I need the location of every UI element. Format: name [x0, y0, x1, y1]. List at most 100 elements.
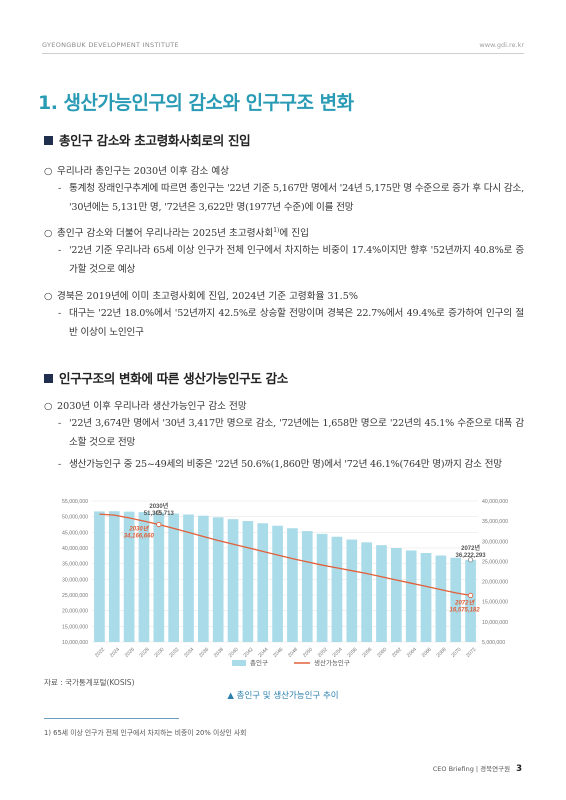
y-right-tick-label: 10,000,000: [482, 620, 508, 626]
annotation-marker: [156, 521, 162, 528]
y-left-tick-label: 55,000,000: [62, 499, 88, 505]
dash-icon: -: [58, 183, 62, 194]
y-right-tick-label: 5,000,000: [482, 640, 505, 646]
y-left-tick-label: 35,000,000: [62, 562, 88, 568]
dash-text: '22년 3,674만 명에서 '30년 3,417만 명으로 감소, '72년…: [69, 418, 524, 448]
bullet-item: ○ 2030년 이후 우리나라 생산가능인구 감소 전망: [44, 398, 247, 412]
bar: [301, 531, 313, 642]
bar: [257, 523, 269, 642]
annotation-label: 2030년: [128, 525, 149, 533]
dash-item: - '22년 3,674만 명에서 '30년 3,417만 명으로 감소, '7…: [58, 414, 524, 452]
bar: [435, 555, 447, 642]
circle-bullet-icon: ○: [44, 228, 53, 239]
bar: [331, 536, 343, 642]
header-divider: [42, 53, 524, 54]
footer-brand: CEO Briefing | 경북연구원: [432, 765, 511, 773]
subsection-heading-2: 인구구조의 변화에 따른 생산가능인구도 감소: [44, 368, 288, 387]
dash-text: 대구는 '22년 18.0%에서 '52년까지 42.5%로 상승할 전망이며 …: [69, 308, 524, 338]
dash-text: 생산가능인구 중 25~49세의 비중은 '22년 50.6%(1,860만 명…: [69, 459, 502, 470]
bullet-item: ○ 총인구 감소와 더불어 우리나라는 2025년 초고령사회1)에 진입: [44, 225, 309, 239]
bar: [361, 542, 372, 642]
footnote-divider: [44, 718, 179, 719]
legend-label: 총인구: [250, 658, 268, 667]
y-right-tick-label: 15,000,000: [482, 600, 508, 606]
dash-icon: -: [58, 418, 62, 429]
dash-icon: -: [58, 245, 62, 256]
bullet-item: ○ 우리나라 총인구는 2030년 이후 감소 예상: [44, 163, 229, 177]
dash-item: - 통계청 장래인구추계에 따르면 총인구는 '22년 기준 5,167만 명에…: [58, 179, 524, 217]
bar: [346, 539, 358, 642]
circle-bullet-icon: ○: [44, 166, 53, 177]
bar: [405, 550, 417, 642]
section-title: 1. 생산가능인구의 감소와 인구구조 변화: [38, 92, 354, 114]
y-right-tick-label: 20,000,000: [482, 580, 508, 586]
bar: [272, 525, 283, 642]
bullet-text-tail: 에 진입: [279, 228, 309, 239]
bar: [198, 515, 209, 642]
annotation-marker: [467, 592, 474, 598]
y-left-tick-label: 25,000,000: [62, 593, 88, 599]
chart-svg: 55,000,000 50,000,000 45,000,000 40,000,000…: [44, 493, 524, 673]
y-right-tick-label: 30,000,000: [482, 539, 508, 545]
page-number: 3: [516, 764, 522, 774]
bar: [123, 511, 135, 642]
dash-item: - 생산가능인구 중 25~49세의 비중은 '22년 50.6%(1,860만…: [58, 455, 524, 474]
annotation-label: 34,166,660: [124, 534, 155, 540]
y-left-tick-label: 50,000,000: [62, 515, 88, 521]
circle-bullet-icon: ○: [44, 291, 53, 302]
y-left-tick-label: 10,000,000: [62, 640, 88, 646]
page-footer: CEO Briefing | 경북연구원 3: [433, 763, 522, 774]
subsection-title-1: 총인구 감소와 초고령화사회로의 진입: [59, 133, 251, 148]
bar: [168, 513, 179, 642]
bar: [227, 519, 239, 642]
bullet-text: 우리나라 총인구는 2030년 이후 감소 예상: [57, 166, 230, 177]
bar: [242, 521, 254, 642]
bar: [183, 514, 194, 642]
y-right-tick-label: 35,000,000: [482, 519, 508, 525]
bar: [465, 559, 476, 642]
legend-label: 생산가능인구: [314, 658, 350, 667]
annotation-label: 2030년: [149, 502, 168, 510]
bar: [108, 511, 120, 642]
subsection-heading-1: 총인구 감소와 초고령화사회로의 진입: [44, 130, 251, 149]
legend-swatch-bar: [232, 660, 246, 666]
bar: [153, 512, 165, 642]
bar: [420, 553, 432, 642]
bar: [138, 512, 150, 642]
dash-text: 통계청 장래인구추계에 따르면 총인구는 '22년 기준 5,167만 명에서 …: [69, 183, 524, 213]
y-right-tick-label: 40,000,000: [482, 499, 508, 505]
y-left-tick-label: 15,000,000: [62, 624, 88, 630]
dash-item: - 대구는 '22년 18.0%에서 '52년까지 42.5%로 상승할 전망이…: [58, 304, 524, 342]
chart-source: 자료 : 국가통계포털(KOSIS): [44, 678, 135, 687]
footnote-ref[interactable]: 1): [273, 226, 280, 234]
square-icon: [44, 374, 53, 383]
bar: [212, 517, 224, 642]
bullet-text: 2030년 이후 우리나라 생산가능인구 감소 전망: [57, 401, 247, 412]
circle-bullet-icon: ○: [44, 401, 53, 412]
bullet-text: 경북은 2019년에 이미 초고령사회에 진입, 2024년 기준 고령화율 3…: [57, 291, 358, 302]
square-icon: [44, 136, 53, 145]
bullet-item: ○ 경북은 2019년에 이미 초고령사회에 진입, 2024년 기준 고령화율 …: [44, 288, 358, 302]
dash-icon: -: [58, 459, 62, 470]
population-chart: 55,000,000 50,000,000 45,000,000 40,000,000…: [44, 493, 524, 673]
annotation-label: 2072년: [454, 598, 475, 606]
annotation-label: 51,305,713: [144, 511, 175, 517]
y-left-tick-label: 45,000,000: [62, 530, 88, 536]
annotation-label: 2072년: [461, 544, 480, 552]
annotation-marker: [156, 510, 162, 516]
y-left-tick-label: 20,000,000: [62, 609, 88, 615]
dash-icon: -: [58, 308, 62, 319]
footnote: 1) 65세 이상 인구가 전체 인구에서 차지하는 비중이 20% 이상인 사…: [44, 729, 247, 737]
bar: [391, 548, 402, 642]
bar: [376, 545, 387, 642]
y-left-tick-label: 30,000,000: [62, 577, 88, 583]
bar: [316, 533, 328, 642]
chart-caption: ▲ 총인구 및 생산가능인구 추이: [227, 691, 339, 701]
bar: [94, 511, 105, 642]
annotation-marker: [468, 557, 474, 563]
header-institute: GYEONGBUK DEVELOPMENT INSTITUTE: [42, 41, 179, 49]
y-right-tick-label: 25,000,000: [482, 559, 508, 565]
header-url[interactable]: www.gdi.re.kr: [479, 41, 524, 49]
bar: [450, 557, 462, 642]
y-left-tick-label: 40,000,000: [62, 546, 88, 552]
